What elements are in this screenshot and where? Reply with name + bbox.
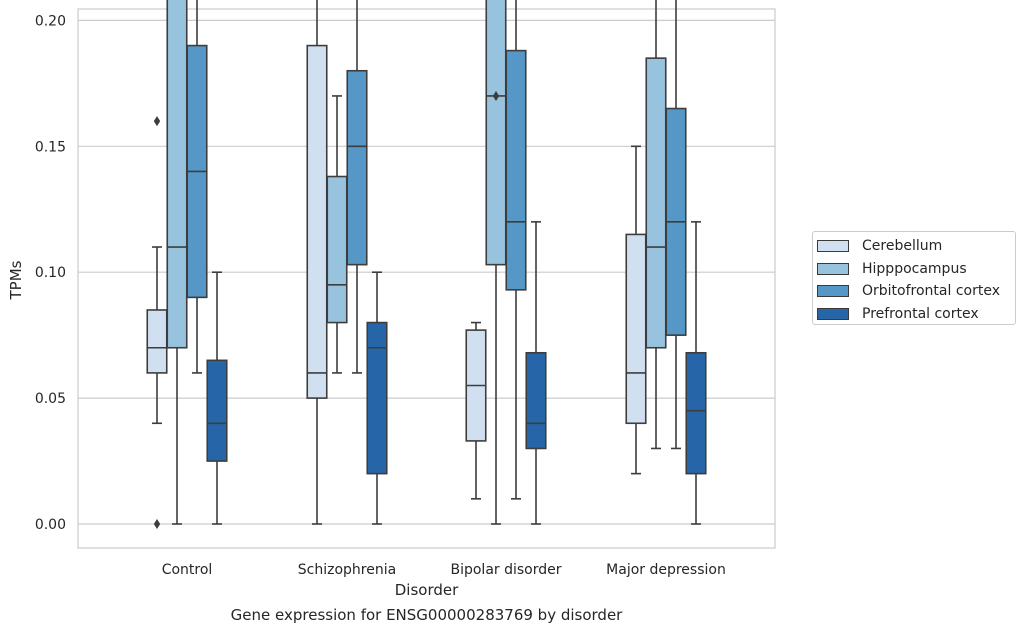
legend-label: Hipppocampus [862,260,967,277]
box-prefrontal-cortex-0 [206,271,228,525]
box-marks [146,0,707,529]
box-body [525,351,547,450]
box-body [326,175,348,324]
outlier-point [492,90,500,101]
box-cerebellum-2 [465,321,487,500]
box-cerebellum-3 [625,145,647,475]
box-hipppocampus-1 [326,95,348,374]
box-hipppocampus-3 [645,0,667,450]
y-tick-label: 0.20 [35,13,66,29]
box-prefrontal-cortex-3 [685,221,707,525]
box-body [306,44,328,399]
box-orbitofrontal-cortex-2 [505,0,527,500]
x-tick-label: Control [162,562,213,578]
y-tick-label: 0.00 [35,517,66,533]
y-tick-label: 0.10 [35,265,66,281]
box-orbitofrontal-cortex-1 [346,0,368,374]
box-body [346,69,368,266]
legend-swatch [817,285,849,298]
legend: Cerebellum Hipppocampus Orbitofrontal cort… [812,231,1016,325]
legend-label: Prefrontal cortex [862,305,979,322]
legend-item: Cerebellum [817,235,1015,258]
legend-swatch [817,240,849,253]
outlier-point [153,519,161,529]
box-body [485,0,507,266]
box-body [625,233,647,425]
box-prefrontal-cortex-2 [525,221,547,525]
x-tick-label: Bipolar disorder [450,562,561,578]
y-tick-labels: 0.000.050.100.150.200.250.300.350.40 [35,13,66,533]
plot-frame [77,8,776,549]
box-cerebellum-1 [306,0,328,525]
box-hipppocampus-2 [485,0,507,525]
outlier-point [153,116,161,127]
x-tick-label: Major depression [606,562,726,578]
y-axis-label: TPMs [7,260,25,300]
box-body [166,0,188,349]
y-tick-label: 0.15 [35,139,66,155]
box-prefrontal-cortex-1 [366,271,388,525]
box-body [505,49,527,291]
box-body [206,359,228,462]
legend-item: Hipppocampus [817,258,1015,281]
box-body [146,309,168,374]
legend-label: Cerebellum [862,238,943,255]
box-hipppocampus-0 [166,0,188,525]
x-tick-labels: Control Schizophrenia Bipolar disorder Majo… [162,562,726,578]
box-body [366,321,388,475]
box-orbitofrontal-cortex-0 [186,0,208,374]
legend-item: Prefrontal cortex [817,303,1015,326]
box-body [685,351,707,475]
legend-swatch [817,262,849,275]
box-body [645,57,667,349]
legend-item: Orbitofrontal cortex [817,280,1015,303]
chart-caption: Gene expression for ENSG00000283769 by d… [230,606,623,624]
box-cerebellum-0 [146,116,168,529]
x-tick-label: Schizophrenia [298,562,396,578]
legend-label: Orbitofrontal cortex [862,283,1000,300]
y-tick-label: 0.05 [35,391,66,407]
x-axis-label: Disorder [395,581,459,599]
legend-swatch [817,307,849,320]
box-orbitofrontal-cortex-3 [665,0,687,450]
